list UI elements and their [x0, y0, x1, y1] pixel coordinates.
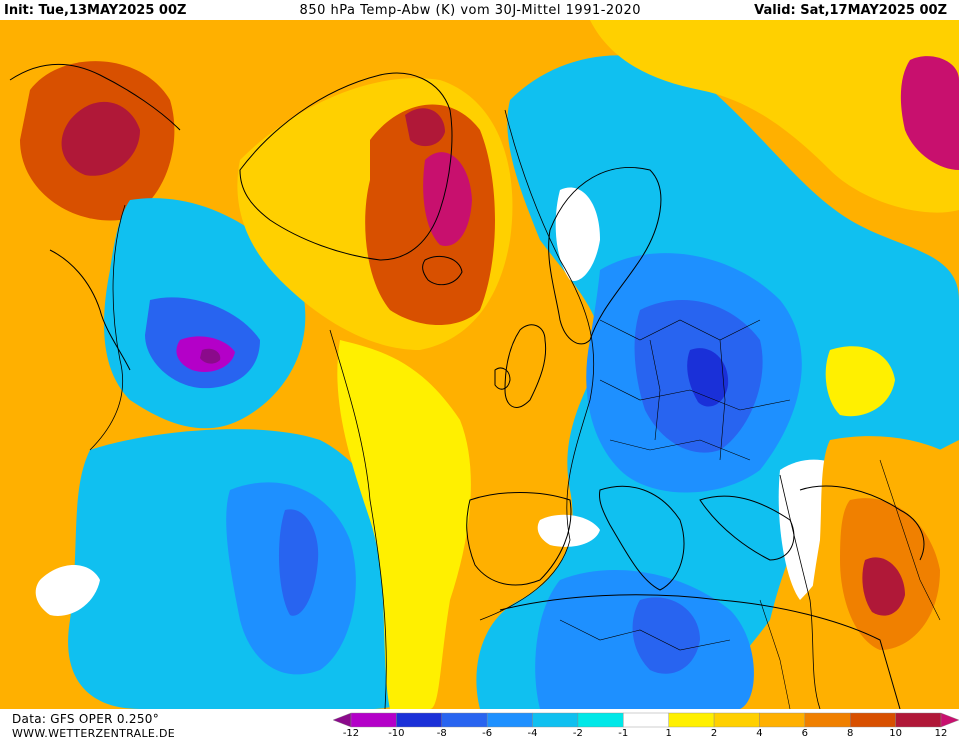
legend-tick-label: 12 — [934, 728, 948, 739]
header-bar: Init: Tue,13MAY2025 00Z 850 hPa Temp-Abw… — [0, 0, 959, 20]
legend-tick-label: -12 — [342, 728, 360, 739]
legend-swatch — [350, 712, 397, 728]
color-legend: -12 -10 -8 -6 -4 -2 -1 1 2 4 6 8 10 12 — [332, 712, 959, 740]
legend-swatch — [532, 712, 579, 728]
warm-patch-turkey — [825, 346, 895, 417]
legend-swatch — [850, 712, 896, 728]
legend-swatch — [623, 712, 669, 728]
warm-peak-middleeast — [862, 557, 905, 616]
legend-tick-label: 2 — [710, 728, 718, 739]
legend-swatch — [668, 712, 715, 728]
legend-tick-label: 1 — [665, 728, 672, 739]
legend-tick-label: 6 — [801, 728, 809, 739]
legend-tick-label: -10 — [388, 728, 405, 739]
init-time: Init: Tue,13MAY2025 00Z — [4, 2, 187, 18]
temperature-anomaly-map — [0, 20, 959, 709]
cold-deep-midatlantic — [278, 509, 319, 616]
legend-tick-label: -4 — [527, 728, 538, 739]
legend-tick-label: 4 — [756, 728, 763, 739]
data-source: Data: GFS OPER 0.250° — [12, 712, 160, 726]
neutral-band-scandinavia — [555, 187, 600, 281]
valid-time: Valid: Sat,17MAY2025 00Z — [754, 2, 947, 18]
warm-core-iceland — [405, 108, 445, 147]
legend-swatch — [940, 712, 959, 728]
legend-swatch — [759, 712, 806, 728]
warm-core-canada — [61, 101, 140, 176]
legend-swatch — [396, 712, 442, 728]
neutral-band-atlantic — [35, 565, 100, 616]
legend-swatch — [332, 712, 352, 728]
map-title: 850 hPa Temp-Abw (K) vom 30J-Mittel 1991… — [299, 2, 642, 18]
warm-tongue-atlantic — [337, 340, 471, 709]
legend-swatch — [713, 712, 760, 728]
legend-tick-label: -1 — [618, 728, 629, 739]
legend-tick-label: -6 — [482, 728, 493, 739]
legend-bar — [332, 712, 959, 728]
legend-tick-label: 8 — [847, 728, 854, 739]
zero-contour — [89, 109, 821, 709]
legend-swatch — [577, 712, 624, 728]
warm-core-russia — [900, 56, 959, 170]
legend-tick-label: 10 — [889, 728, 902, 739]
cold-deep-europe-east — [687, 348, 729, 407]
cold-core-northafrica — [632, 597, 700, 674]
cold-extreme-core — [200, 348, 221, 364]
country-borders — [559, 319, 941, 709]
footer-bar: Data: GFS OPER 0.250° WWW.WETTERZENTRALE… — [0, 709, 959, 741]
legend-swatch — [895, 712, 942, 728]
legend-tick-label: -8 — [436, 728, 447, 739]
website-credit: WWW.WETTERZENTRALE.DE — [12, 727, 175, 740]
legend-swatch — [486, 712, 533, 728]
legend-swatch — [804, 712, 851, 728]
legend-swatch — [441, 712, 488, 728]
warm-region-russia — [590, 20, 959, 213]
land-outlines — [9, 63, 925, 709]
legend-tick-label: -2 — [572, 728, 583, 739]
